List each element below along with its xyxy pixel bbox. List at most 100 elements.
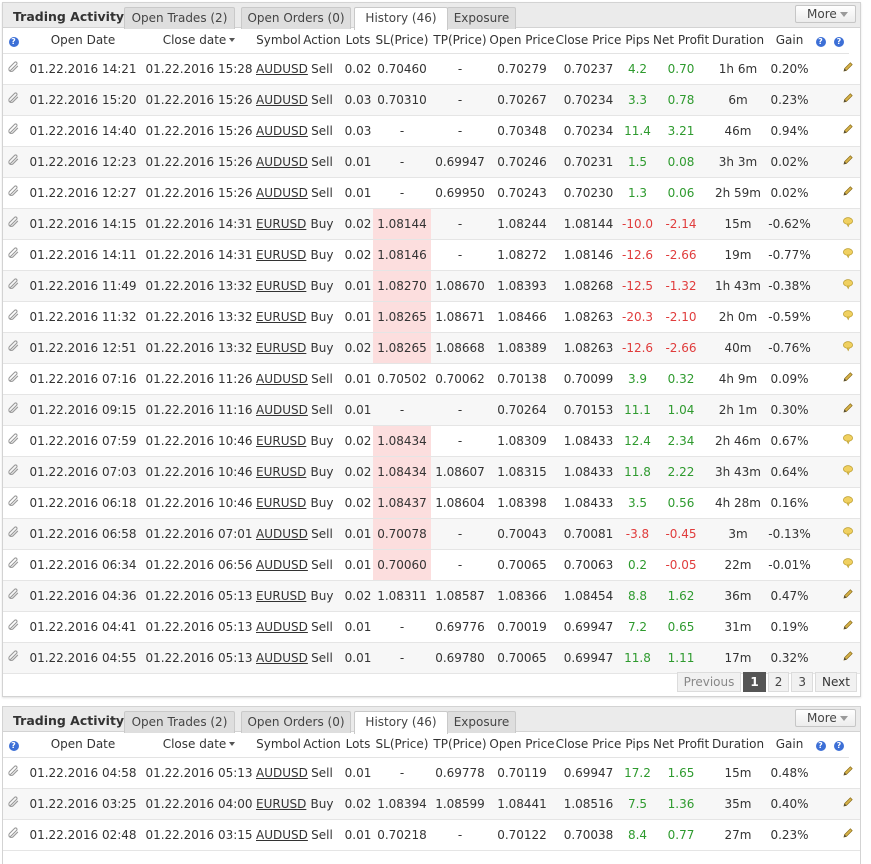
symbol-link[interactable]: EURUSD [256, 588, 307, 603]
comment-icon[interactable] [842, 278, 854, 293]
column-header-open-date[interactable]: Open Date [24, 732, 142, 758]
symbol-link[interactable]: AUDUSD [256, 765, 308, 780]
comment-icon[interactable] [842, 247, 854, 262]
pencil-icon[interactable] [842, 402, 854, 417]
next-page-button[interactable]: Next [815, 672, 857, 692]
column-header-action[interactable]: Action [301, 28, 343, 54]
paperclip-icon[interactable] [7, 216, 20, 231]
cell-symbol[interactable]: EURUSD [256, 456, 306, 488]
help-icon[interactable]: ? [8, 37, 19, 48]
paperclip-icon[interactable] [7, 526, 20, 541]
column-header-tp[interactable]: TP(Price) [431, 28, 489, 54]
paperclip-icon[interactable] [7, 123, 20, 138]
pencil-icon[interactable] [842, 588, 854, 603]
cell-symbol[interactable]: EURUSD [256, 332, 306, 364]
column-header-lots[interactable]: Lots [343, 732, 373, 758]
symbol-link[interactable]: EURUSD [256, 464, 307, 479]
paperclip-icon[interactable] [7, 464, 20, 479]
column-header-duration[interactable]: Duration [709, 28, 767, 54]
tab-open-orders[interactable]: Open Orders (0) [241, 711, 351, 733]
column-header-close-price[interactable]: Close Price [555, 732, 622, 758]
symbol-link[interactable]: EURUSD [256, 278, 307, 293]
cell-symbol[interactable]: EURUSD [256, 425, 306, 457]
symbol-link[interactable]: AUDUSD [256, 185, 308, 200]
pencil-icon[interactable] [842, 650, 854, 665]
symbol-link[interactable]: AUDUSD [256, 402, 308, 417]
pencil-icon[interactable] [842, 61, 854, 76]
column-header-symbol[interactable]: Symbol [256, 28, 301, 54]
column-header-open-price[interactable]: Open Price [489, 732, 555, 758]
symbol-link[interactable]: AUDUSD [256, 619, 308, 634]
help-icon[interactable]: ? [815, 37, 826, 48]
comment-icon[interactable] [842, 433, 854, 448]
help-icon[interactable]: ? [8, 741, 19, 752]
page-1-button[interactable]: 1 [743, 672, 766, 692]
comment-icon[interactable] [842, 526, 854, 541]
column-header-gain[interactable]: Gain [767, 28, 812, 54]
page-2-button[interactable]: 2 [767, 672, 790, 692]
comment-icon[interactable] [842, 340, 854, 355]
column-header-tp[interactable]: TP(Price) [431, 732, 489, 758]
column-header-close-date[interactable]: Close date [142, 732, 256, 758]
symbol-link[interactable]: AUDUSD [256, 61, 308, 76]
page-3-button[interactable]: 3 [791, 672, 814, 692]
cell-symbol[interactable]: AUDUSD [256, 611, 308, 643]
cell-symbol[interactable]: AUDUSD [256, 757, 308, 789]
cell-symbol[interactable]: AUDUSD [256, 549, 308, 581]
column-header-pips[interactable]: Pips [622, 732, 653, 758]
symbol-link[interactable]: AUDUSD [256, 154, 308, 169]
symbol-link[interactable]: EURUSD [256, 796, 307, 811]
column-header-duration[interactable]: Duration [709, 732, 767, 758]
pencil-icon[interactable] [842, 185, 854, 200]
paperclip-icon[interactable] [7, 433, 20, 448]
cell-symbol[interactable]: EURUSD [256, 580, 306, 612]
symbol-link[interactable]: EURUSD [256, 433, 307, 448]
symbol-link[interactable]: AUDUSD [256, 92, 308, 107]
pencil-icon[interactable] [842, 371, 854, 386]
help-icon[interactable]: ? [815, 741, 826, 752]
column-header-sl[interactable]: SL(Price) [373, 732, 431, 758]
paperclip-icon[interactable] [7, 278, 20, 293]
help-icon[interactable]: ? [834, 37, 844, 48]
column-header-gain[interactable]: Gain [767, 732, 812, 758]
tab-exposure[interactable]: Exposure [447, 7, 516, 29]
column-header-close-price[interactable]: Close Price [555, 28, 622, 54]
comment-icon[interactable] [842, 557, 854, 572]
column-header-net-profit[interactable]: Net Profit [653, 28, 709, 54]
comment-icon[interactable] [842, 216, 854, 231]
symbol-link[interactable]: AUDUSD [256, 557, 308, 572]
paperclip-icon[interactable] [7, 92, 20, 107]
paperclip-icon[interactable] [7, 61, 20, 76]
cell-symbol[interactable]: AUDUSD [256, 394, 308, 426]
symbol-link[interactable]: EURUSD [256, 309, 307, 324]
paperclip-icon[interactable] [7, 650, 20, 665]
cell-symbol[interactable]: EURUSD [256, 239, 306, 271]
tab-open-trades[interactable]: Open Trades (2) [124, 711, 235, 733]
column-header-open-date[interactable]: Open Date [24, 28, 142, 54]
cell-symbol[interactable]: AUDUSD [256, 363, 308, 395]
paperclip-icon[interactable] [7, 557, 20, 572]
pencil-icon[interactable] [842, 154, 854, 169]
pencil-icon[interactable] [842, 92, 854, 107]
cell-symbol[interactable]: AUDUSD [256, 146, 308, 178]
tab-open-orders[interactable]: Open Orders (0) [241, 7, 351, 29]
pencil-icon[interactable] [842, 765, 854, 780]
pencil-icon[interactable] [842, 123, 854, 138]
pencil-icon[interactable] [842, 827, 854, 842]
pencil-icon[interactable] [842, 619, 854, 634]
paperclip-icon[interactable] [7, 247, 20, 262]
column-header-close-date[interactable]: Close date [142, 28, 256, 54]
cell-symbol[interactable]: EURUSD [256, 487, 306, 519]
symbol-link[interactable]: AUDUSD [256, 371, 308, 386]
cell-symbol[interactable]: AUDUSD [256, 115, 308, 147]
symbol-link[interactable]: EURUSD [256, 495, 307, 510]
paperclip-icon[interactable] [7, 309, 20, 324]
column-header-symbol[interactable]: Symbol [256, 732, 301, 758]
tab-open-trades[interactable]: Open Trades (2) [124, 7, 235, 29]
symbol-link[interactable]: AUDUSD [256, 123, 308, 138]
column-header-lots[interactable]: Lots [343, 28, 373, 54]
cell-symbol[interactable]: AUDUSD [256, 53, 308, 85]
symbol-link[interactable]: AUDUSD [256, 650, 308, 665]
comment-icon[interactable] [842, 495, 854, 510]
paperclip-icon[interactable] [7, 588, 20, 603]
